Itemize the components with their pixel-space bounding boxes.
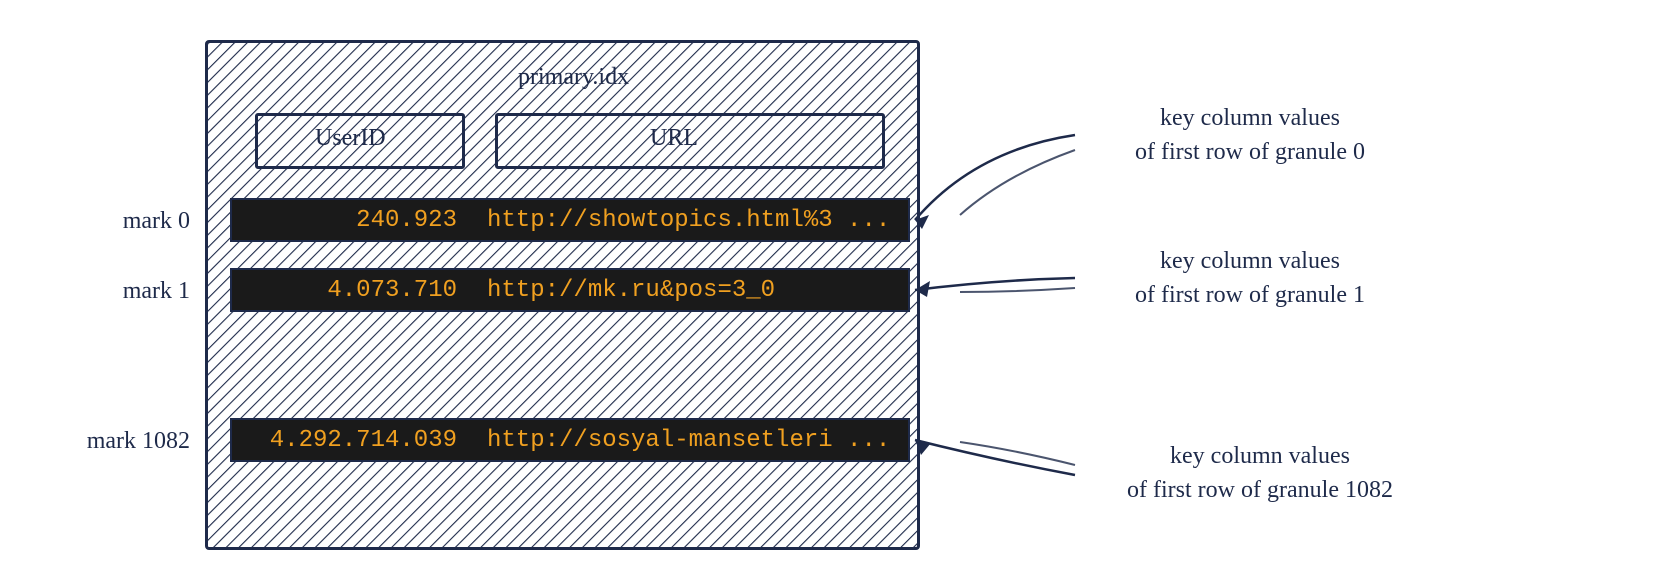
userid-cell: 4.292.714.039 (232, 420, 477, 460)
table-row: 240.923 http://showtopics.html%3 ... (230, 198, 910, 242)
annotation-line1: key column values (1170, 443, 1350, 469)
userid-cell: 4.073.710 (232, 270, 477, 310)
annotation-arrow (905, 120, 1085, 250)
box-title-text: primary.idx (518, 64, 629, 90)
url-cell: http://showtopics.html%3 ... (477, 200, 908, 240)
mark-label: mark 0 (50, 208, 190, 235)
annotation: key column values of first row of granul… (1070, 102, 1430, 169)
mark-label-text: mark 0 (123, 208, 190, 234)
mark-label-text: mark 1082 (87, 428, 190, 454)
annotation-line2: of first row of granule 1082 (1127, 477, 1393, 503)
url-value: http://sosyal-mansetleri ... (487, 427, 890, 454)
box-title: primary.idx (510, 62, 637, 93)
url-cell: http://mk.ru&pos=3_0 (477, 270, 908, 310)
annotation: key column values of first row of granul… (1070, 440, 1450, 507)
mark-label: mark 1 (50, 278, 190, 305)
table-row: 4.292.714.039 http://sosyal-mansetleri .… (230, 418, 910, 462)
mark-label: mark 1082 (50, 428, 190, 455)
annotation-line2: of first row of granule 0 (1135, 139, 1365, 165)
url-header-text: URL (650, 125, 698, 152)
url-header-label: URL (650, 125, 698, 151)
mark-label-text: mark 1 (123, 278, 190, 304)
userid-value: 4.073.710 (327, 277, 457, 304)
annotation-arrow (905, 260, 1085, 320)
url-value: http://mk.ru&pos=3_0 (487, 277, 775, 304)
annotation-arrow (905, 420, 1085, 500)
url-value: http://showtopics.html%3 ... (487, 207, 890, 234)
userid-header-label: UserID (315, 125, 386, 151)
userid-value: 4.292.714.039 (270, 427, 457, 454)
annotation-line1: key column values (1160, 105, 1340, 131)
userid-header-text: UserID (315, 125, 386, 152)
annotation: key column values of first row of granul… (1070, 245, 1430, 312)
ellipsis-region (255, 335, 895, 395)
diagram-canvas: primary.idx UserID URL 240.923 http://sh… (20, 20, 1671, 566)
userid-value: 240.923 (356, 207, 457, 234)
annotation-line2: of first row of granule 1 (1135, 282, 1365, 308)
annotation-line1: key column values (1160, 248, 1340, 274)
table-row: 4.073.710 http://mk.ru&pos=3_0 (230, 268, 910, 312)
url-cell: http://sosyal-mansetleri ... (477, 420, 908, 460)
userid-cell: 240.923 (232, 200, 477, 240)
